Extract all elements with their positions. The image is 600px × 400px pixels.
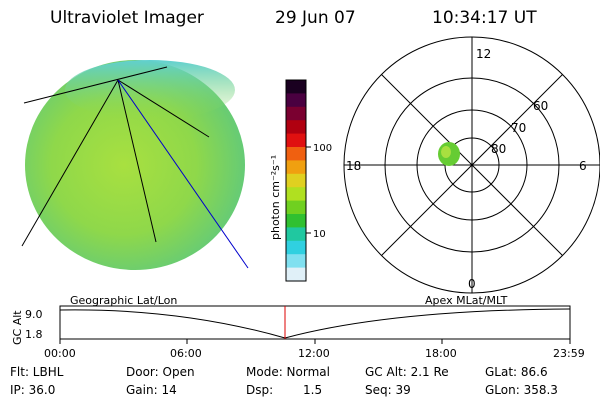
timeline-y-tick-low: 1.8 [25, 328, 43, 341]
lat-label-80: 80 [491, 142, 506, 156]
colorbar-segment [286, 147, 306, 161]
lat-label-60: 60 [533, 99, 548, 113]
info-glat: GLat: 86.6 [485, 365, 548, 379]
mlt-label-6: 6 [579, 159, 587, 173]
colorbar-segment [286, 160, 306, 175]
colorbar-segment [286, 120, 306, 135]
info-door: Door: Open [126, 365, 195, 379]
colorbar-segment [286, 227, 306, 242]
info-mode: Mode: Normal [246, 365, 330, 379]
lon-line-blue [117, 79, 249, 269]
colorbar [286, 80, 306, 282]
timeline [59, 305, 571, 344]
time-label-6: 06:00 [170, 347, 202, 360]
colorbar-segment [286, 267, 306, 282]
info-dsp-label: Dsp: [246, 383, 274, 397]
app-title: Ultraviolet Imager [50, 8, 204, 28]
time-label: 10:34:17 UT [432, 8, 537, 28]
timeline-y-title: GC Alt [11, 310, 24, 345]
colorbar-segment [286, 106, 306, 121]
lat-line [23, 66, 168, 104]
polar-plot [343, 36, 600, 294]
info-glon: GLon: 358.3 [485, 383, 558, 397]
info-ip: IP: 36.0 [10, 383, 56, 397]
colorbar-segment [286, 173, 306, 188]
colorbar-segment [286, 200, 306, 215]
lon-line-1 [21, 79, 119, 247]
info-gain: Gain: 14 [126, 383, 177, 397]
info-gc-alt: GC Alt: 2.1 Re [365, 365, 449, 379]
timeline-y-tick-high: 9.0 [25, 308, 43, 321]
time-label-0: 00:00 [44, 347, 76, 360]
colorbar-segment [286, 254, 306, 269]
globe-limb-glow [65, 60, 235, 120]
colorbar-segment [286, 93, 306, 108]
info-seq: Seq: 39 [365, 383, 411, 397]
colorbar-segment [286, 214, 306, 228]
mlt-label-12: 12 [476, 47, 491, 61]
altitude-curve [59, 308, 571, 339]
colorbar-segment [286, 133, 306, 148]
timeline-left-label: Geographic Lat/Lon [70, 294, 177, 307]
colorbar-unit: photon cm⁻²s⁻¹ [269, 155, 282, 240]
colorbar-label-100: 100 [313, 143, 332, 154]
time-label-24: 23:59 [553, 347, 585, 360]
date-label: 29 Jun 07 [275, 8, 356, 28]
info-flt: Flt: LBHL [10, 365, 64, 379]
aurora-blob-core [441, 146, 451, 158]
mlt-label-18: 18 [346, 159, 361, 173]
lon-line-3 [117, 79, 210, 138]
colorbar-segment [286, 240, 306, 255]
colorbar-segment [286, 80, 306, 94]
polar-diag-2 [381, 74, 563, 256]
colorbar-segment [286, 187, 306, 202]
colorbar-frame [285, 79, 307, 282]
mlt-label-0: 0 [468, 277, 476, 291]
colorbar-label-10: 10 [313, 229, 326, 240]
globe-image [21, 60, 249, 270]
timeline-right-label: Apex MLat/MLT [425, 294, 508, 307]
time-label-12: 12:00 [298, 347, 330, 360]
lat-label-70: 70 [511, 121, 526, 135]
info-dsp-value: 1.5 [303, 383, 323, 397]
lon-line-2 [117, 79, 157, 243]
time-label-18: 18:00 [425, 347, 457, 360]
